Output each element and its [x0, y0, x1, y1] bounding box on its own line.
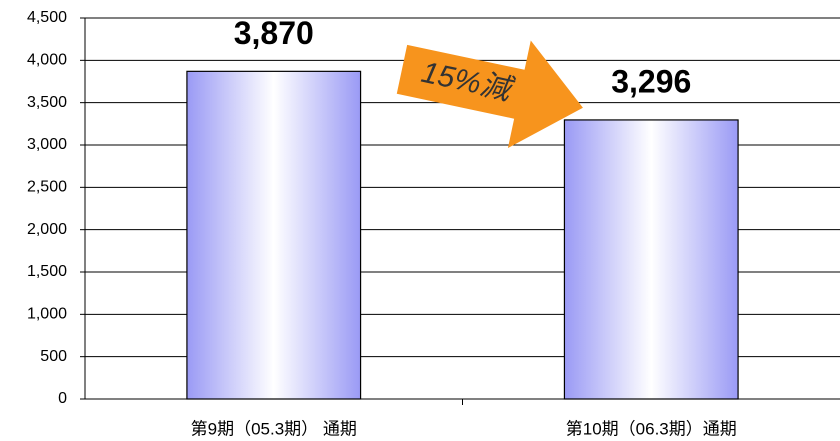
y-tick-label: 500 — [40, 348, 67, 365]
value-label: 3,296 — [611, 63, 691, 99]
decrease-arrow: 15%減 — [396, 40, 583, 149]
y-tick-label: 1,000 — [27, 306, 67, 323]
bar — [563, 119, 739, 400]
y-tick-label: 3,000 — [27, 136, 67, 153]
y-tick-label: 3,500 — [27, 94, 67, 111]
value-label: 3,870 — [234, 15, 314, 51]
y-tick-label: 2,000 — [27, 221, 67, 238]
y-tick-label: 0 — [58, 390, 67, 407]
y-tick-label: 4,500 — [27, 9, 67, 26]
y-tick-label: 1,500 — [27, 263, 67, 280]
y-tick-label: 2,500 — [27, 179, 67, 196]
x-tick-label: 第9期（05.3期） 通期 — [191, 419, 357, 438]
y-tick-label: 4,000 — [27, 52, 67, 69]
x-tick-label: 第10期（06.3期）通期 — [566, 419, 737, 438]
bar — [186, 70, 362, 400]
